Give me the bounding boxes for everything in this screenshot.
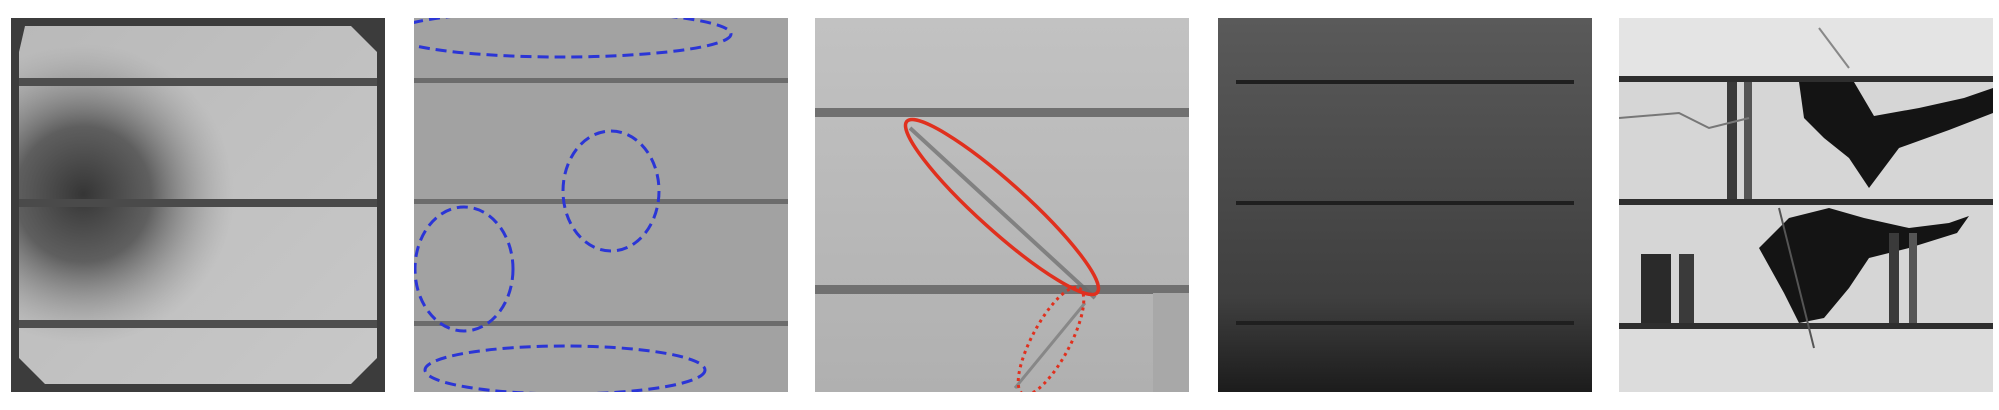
el-image-1 (11, 18, 385, 392)
crack-marker-dotted (1016, 285, 1086, 392)
dashed-marker-top (414, 18, 733, 59)
dashed-marker-right (561, 129, 661, 253)
el-image-panel-2 (414, 18, 788, 392)
el-image-panel-3 (815, 18, 1189, 392)
el-image-panel-4 (1218, 18, 1592, 392)
el-image-3 (815, 18, 1189, 392)
el-image-panel-5 (1619, 18, 1993, 392)
dashed-marker-bottom (423, 344, 707, 392)
crack-marker-solid (903, 117, 1101, 297)
el-image-panel-1 (11, 18, 385, 392)
el-image-4 (1218, 18, 1592, 392)
el-image-5 (1619, 18, 1993, 392)
el-image-2 (414, 18, 788, 392)
dashed-marker-left (414, 205, 515, 333)
